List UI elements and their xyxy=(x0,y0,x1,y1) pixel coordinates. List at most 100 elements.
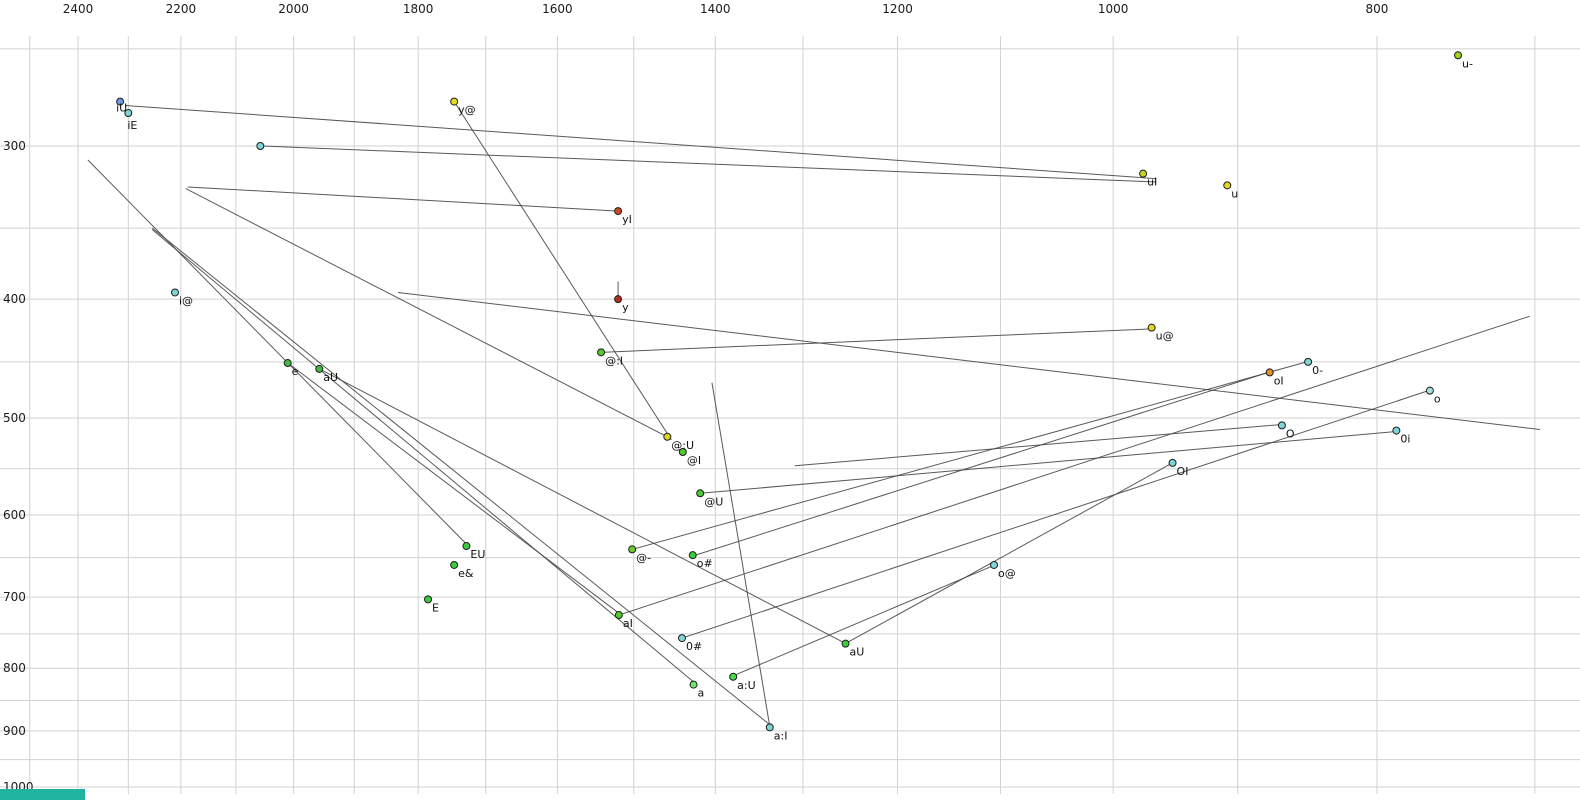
y-axis-tick-label: 800 xyxy=(3,661,26,675)
trajectory-line xyxy=(397,291,1541,431)
point-label: a xyxy=(698,687,705,700)
data-point[interactable] xyxy=(170,288,179,297)
point-label: e xyxy=(292,365,299,378)
data-point[interactable] xyxy=(628,545,637,554)
bottom-accent-bar xyxy=(0,789,85,800)
data-point[interactable] xyxy=(729,672,738,681)
data-point[interactable] xyxy=(116,97,125,106)
trajectory-line xyxy=(453,101,672,441)
x-axis-tick-label: 800 xyxy=(1366,2,1389,16)
point-label: 0i xyxy=(1400,433,1410,446)
y-axis-tick-label: 900 xyxy=(3,724,26,738)
data-point[interactable] xyxy=(424,595,433,604)
trajectory-line xyxy=(321,369,845,644)
point-label: yI xyxy=(622,213,632,226)
point-label: y xyxy=(622,301,629,314)
x-axis-tick-label: 1200 xyxy=(882,2,913,16)
data-point[interactable] xyxy=(990,560,999,569)
trajectory-line xyxy=(262,145,1157,183)
point-label: E xyxy=(432,601,439,614)
data-point[interactable] xyxy=(315,364,324,373)
point-label: OI xyxy=(1177,465,1189,478)
data-point[interactable] xyxy=(256,142,265,150)
data-point[interactable] xyxy=(124,109,133,118)
point-label: O xyxy=(1286,427,1295,440)
trajectory-line xyxy=(733,565,994,676)
x-axis-tick-label: 1000 xyxy=(1098,2,1129,16)
point-label: 0- xyxy=(1312,364,1323,377)
data-point[interactable] xyxy=(841,639,850,648)
point-label: u xyxy=(1231,187,1238,200)
data-point[interactable] xyxy=(614,611,623,620)
data-point[interactable] xyxy=(597,348,606,357)
data-point[interactable] xyxy=(663,432,672,441)
data-point[interactable] xyxy=(1425,386,1434,395)
point-label: u- xyxy=(1462,57,1473,70)
trajectory-line xyxy=(187,186,619,212)
point-label: o xyxy=(1434,393,1441,406)
y-axis-tick-label: 300 xyxy=(3,139,26,153)
trajectory-line xyxy=(185,188,668,438)
point-label: y@ xyxy=(458,104,476,117)
data-point[interactable] xyxy=(283,359,292,368)
trajectory-line xyxy=(692,371,1269,557)
data-point[interactable] xyxy=(696,489,705,498)
trajectory-line xyxy=(681,390,1429,639)
data-point[interactable] xyxy=(1139,169,1148,178)
data-point[interactable] xyxy=(450,97,459,106)
x-axis-tick-label: 1800 xyxy=(403,2,434,16)
point-label: e& xyxy=(458,567,474,580)
y-axis-tick-label: 400 xyxy=(3,292,26,306)
x-axis-tick-label: 1600 xyxy=(542,2,573,16)
data-point[interactable] xyxy=(614,207,623,216)
trajectory-line xyxy=(151,227,772,727)
x-axis-tick-label: 2000 xyxy=(278,2,309,16)
data-point[interactable] xyxy=(765,723,774,732)
data-point[interactable] xyxy=(1454,51,1463,60)
point-label: EU xyxy=(470,548,485,561)
data-point[interactable] xyxy=(462,542,471,551)
point-label: o# xyxy=(697,557,713,570)
point-label: u@ xyxy=(1156,330,1174,343)
point-label: @:U xyxy=(671,439,694,452)
data-point[interactable] xyxy=(689,680,698,689)
data-point[interactable] xyxy=(1147,323,1156,332)
data-point[interactable] xyxy=(1265,368,1274,377)
x-axis-tick-label: 2200 xyxy=(166,2,197,16)
point-label: uI xyxy=(1147,176,1157,189)
trajectory-line xyxy=(87,159,470,548)
point-label: i@ xyxy=(179,294,193,307)
data-point[interactable] xyxy=(1277,421,1286,430)
point-label: a:I xyxy=(774,729,788,742)
point-label: iE xyxy=(127,119,137,132)
point-label: iU xyxy=(116,102,127,115)
point-label: 0# xyxy=(686,640,702,653)
data-point[interactable] xyxy=(614,295,623,304)
x-axis-tick-label: 1400 xyxy=(700,2,731,16)
trajectory-line xyxy=(711,382,771,727)
point-label: aU xyxy=(850,646,865,659)
data-point[interactable] xyxy=(1223,181,1232,190)
trajectory-line xyxy=(632,361,1307,550)
point-label: aU xyxy=(323,371,338,384)
x-axis-tick-label: 2400 xyxy=(63,2,94,16)
data-point[interactable] xyxy=(678,447,687,456)
data-point[interactable] xyxy=(688,551,697,560)
trajectory-line xyxy=(601,328,1151,353)
trajectory-line xyxy=(846,462,1173,644)
point-label: @- xyxy=(636,551,651,564)
data-point[interactable] xyxy=(1392,426,1401,435)
y-axis-tick-label: 500 xyxy=(3,411,26,425)
point-label: aI xyxy=(623,617,633,630)
data-point[interactable] xyxy=(1304,357,1313,366)
trajectory-line xyxy=(125,104,1157,180)
y-axis-tick-label: 600 xyxy=(3,508,26,522)
data-point[interactable] xyxy=(450,560,459,569)
point-label: @I xyxy=(687,454,701,467)
y-axis-tick-label: 700 xyxy=(3,590,26,604)
point-label: @U xyxy=(704,495,723,508)
data-point[interactable] xyxy=(678,634,687,643)
data-point[interactable] xyxy=(1168,458,1177,467)
point-label: o@ xyxy=(998,567,1016,580)
